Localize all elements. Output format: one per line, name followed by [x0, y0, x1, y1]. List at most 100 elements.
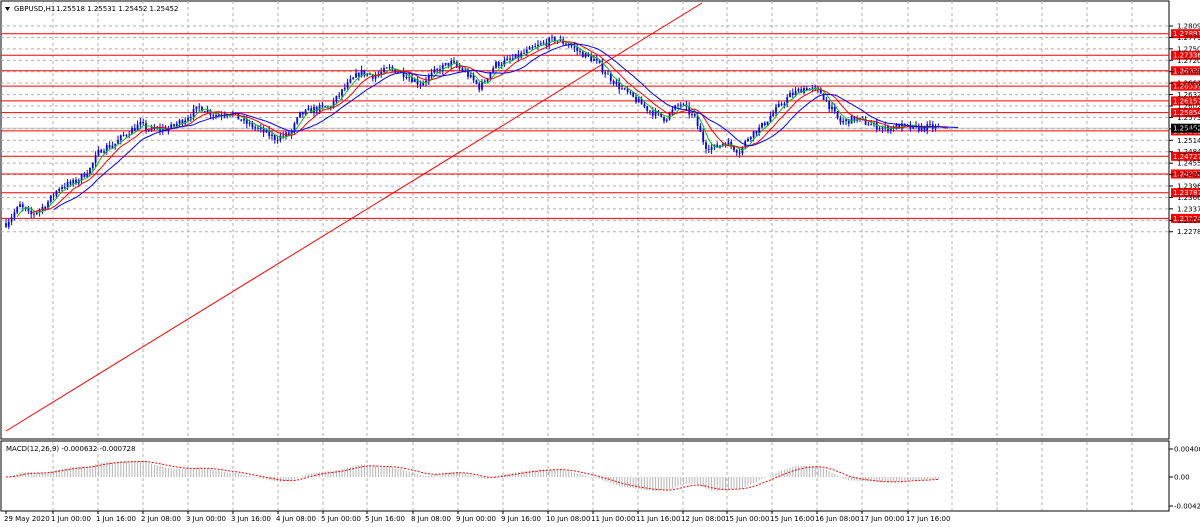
candle-body — [49, 195, 52, 202]
candle-body — [786, 97, 789, 104]
macd-label: MACD(12,26,9) -0.000632 -0.000728 — [6, 445, 135, 453]
candle-body — [388, 66, 391, 68]
candle-body — [864, 119, 867, 125]
candle-body — [310, 108, 313, 114]
current-price-tag — [1171, 123, 1200, 133]
candle-body — [805, 88, 808, 91]
y-tick-label: 1.24255 — [1177, 171, 1200, 179]
price-level-label: 1.26539 — [1173, 83, 1200, 91]
price-level-label: 1.27891 — [1173, 30, 1200, 38]
candle-body — [455, 62, 458, 67]
candle-body — [433, 69, 436, 73]
candle-body — [629, 92, 632, 93]
trendline-segment[interactable] — [5, 2, 703, 432]
candle-body — [97, 149, 100, 156]
x-tick-label: 29 May 2020 — [4, 515, 50, 523]
candle-body — [61, 187, 63, 189]
candle-body — [335, 95, 338, 102]
triangle-down-icon[interactable] — [5, 7, 10, 11]
candle-body — [91, 162, 94, 169]
price-level-tag — [1171, 29, 1200, 39]
price-level-tag — [1171, 81, 1200, 91]
y-tick-label: 1.28090 — [1177, 23, 1200, 31]
candle-body — [47, 201, 49, 209]
candle-body — [467, 70, 469, 77]
candle-body — [511, 58, 514, 60]
candle-body — [114, 143, 117, 146]
candle-body — [735, 150, 738, 153]
candle-body — [590, 55, 593, 62]
candle-body — [531, 47, 534, 49]
candle-body — [450, 61, 453, 66]
candle-body — [100, 149, 103, 153]
candle-body — [663, 116, 665, 121]
candle-body — [775, 106, 777, 113]
candle-body — [668, 112, 671, 120]
y-tick-label: 1.24845 — [1177, 148, 1200, 156]
candle-body — [500, 64, 503, 67]
price-level-tag — [1171, 169, 1200, 179]
x-tick-label: 11 Jun 00:00 — [591, 515, 635, 523]
candle-body — [607, 73, 609, 75]
candle-body — [170, 124, 173, 129]
candle-body — [744, 141, 747, 147]
x-tick-label: 17 Jun 16:00 — [906, 515, 950, 523]
candle-body — [444, 62, 447, 65]
macd-signal-line[interactable] — [5, 461, 939, 491]
candle-body — [803, 88, 805, 93]
candle-body — [175, 123, 178, 127]
candle-body — [506, 58, 509, 61]
candle-body — [223, 115, 226, 117]
candle-body — [125, 135, 128, 136]
candle-body — [492, 67, 495, 73]
candle-body — [615, 82, 618, 84]
candle-body — [660, 112, 663, 117]
candle-body — [394, 68, 397, 73]
x-tick-label: 5 Jun 16:00 — [365, 515, 405, 523]
candle-body — [772, 112, 775, 117]
candle-body — [696, 115, 699, 127]
candle-body — [273, 134, 276, 140]
candle-body — [94, 155, 97, 163]
candle-body — [75, 179, 77, 184]
candle-body — [385, 67, 388, 69]
candle-body — [16, 207, 19, 213]
macd-y-label: 0.00 — [1174, 474, 1190, 482]
candle-body — [203, 111, 206, 113]
candle-body — [198, 106, 201, 108]
candle-body — [601, 62, 604, 73]
candle-body — [226, 115, 229, 117]
candle-body — [623, 88, 626, 90]
y-tick-label: 1.23370 — [1177, 205, 1200, 213]
candle-body — [38, 209, 41, 213]
candle-body — [44, 207, 47, 209]
candle-body — [408, 77, 411, 79]
candle-body — [822, 93, 825, 100]
candle-body — [439, 69, 441, 72]
candle-body — [136, 124, 139, 131]
candle-body — [355, 73, 357, 78]
candle-body — [691, 114, 693, 115]
candle-body — [142, 121, 145, 124]
ma-slow-line[interactable] — [53, 43, 959, 211]
candle-body — [192, 109, 195, 118]
candle-body — [189, 117, 192, 119]
candle-body — [83, 173, 86, 177]
candle-body — [534, 46, 537, 48]
candle-body — [528, 47, 531, 50]
candle-body — [495, 61, 497, 68]
candle-body — [72, 179, 75, 184]
candle-body — [299, 111, 301, 118]
candle-body — [405, 76, 408, 79]
price-level-label: 1.27336 — [1173, 52, 1200, 60]
horizontal-levels: 1.27891 1.27336 1.26935 1.26539 1.26157 1.258… — [1, 29, 1200, 223]
candle-body — [237, 112, 240, 120]
macd-indicator — [5, 461, 939, 491]
candle-body — [651, 111, 654, 116]
candle-body — [828, 100, 831, 110]
candle-body — [254, 127, 257, 129]
y-tick-label: 1.26025 — [1177, 103, 1200, 111]
candle-body — [903, 123, 906, 125]
candle-body — [413, 79, 416, 82]
